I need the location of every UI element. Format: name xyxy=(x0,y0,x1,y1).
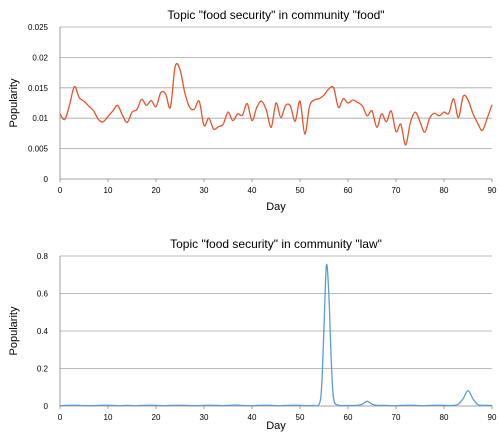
y-axis-label: Popularity xyxy=(8,306,20,355)
chart-2: Topic "food security" in community "law"… xyxy=(8,237,497,432)
x-tick-label: 10 xyxy=(104,413,113,422)
y-tick-label: 0.8 xyxy=(37,252,49,261)
y-tick-label: 0.02 xyxy=(32,53,48,62)
series-line-1 xyxy=(59,62,493,146)
x-tick-label: 80 xyxy=(440,413,449,422)
x-tick-label: 70 xyxy=(392,186,401,195)
y-axis-label: Popularity xyxy=(8,78,20,127)
x-tick-label: 40 xyxy=(248,413,257,422)
y-tick-label: 0.015 xyxy=(28,84,49,93)
x-tick-label: 90 xyxy=(488,186,497,195)
y-tick-label: 0.025 xyxy=(28,23,49,32)
x-tick-label: 10 xyxy=(104,186,113,195)
y-tick-label: 0.01 xyxy=(32,114,48,123)
x-axis-label: Day xyxy=(266,420,286,432)
y-tick-label: 0.005 xyxy=(28,145,49,154)
x-tick-label: 50 xyxy=(296,186,305,195)
x-tick-label: 20 xyxy=(152,186,161,195)
x-tick-label: 50 xyxy=(296,413,305,422)
y-tick-label: 0 xyxy=(44,402,49,411)
x-tick-label: 0 xyxy=(58,413,63,422)
y-tick-label: 0.4 xyxy=(37,327,49,336)
x-tick-label: 30 xyxy=(200,413,209,422)
series-line-1 xyxy=(59,263,493,407)
chart-title: Topic "food security" in community "law" xyxy=(170,237,382,251)
y-tick-label: 0.6 xyxy=(37,290,49,299)
x-tick-label: 30 xyxy=(200,186,209,195)
x-tick-label: 90 xyxy=(488,413,497,422)
chart-1: Topic "food security" in community "food… xyxy=(8,8,497,213)
x-tick-label: 70 xyxy=(392,413,401,422)
x-tick-label: 80 xyxy=(440,186,449,195)
x-tick-label: 40 xyxy=(248,186,257,195)
chart-title: Topic "food security" in community "food… xyxy=(167,8,384,22)
x-axis-label: Day xyxy=(266,201,286,213)
x-tick-label: 0 xyxy=(58,186,63,195)
y-tick-label: 0 xyxy=(44,175,49,184)
x-tick-label: 60 xyxy=(344,186,353,195)
y-tick-label: 0.2 xyxy=(37,365,49,374)
x-tick-label: 20 xyxy=(152,413,161,422)
x-tick-label: 60 xyxy=(344,413,353,422)
